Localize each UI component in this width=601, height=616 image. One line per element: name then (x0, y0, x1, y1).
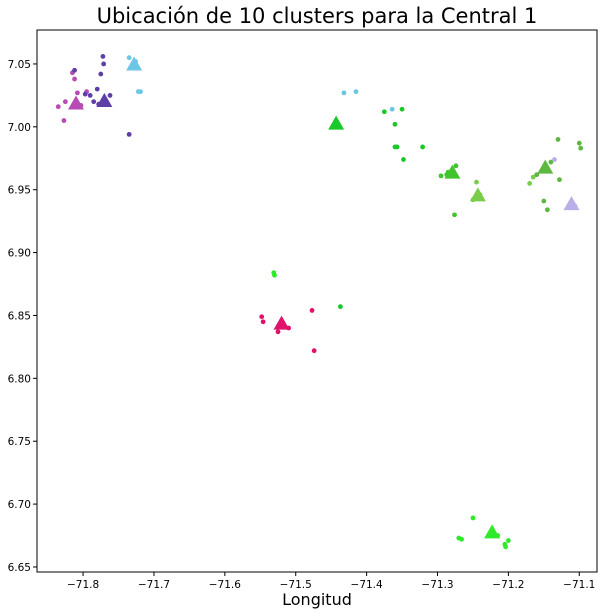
data-point (459, 536, 465, 542)
y-tick-label: 7.05 (8, 59, 31, 71)
data-point (452, 212, 457, 218)
plot-frame (36, 29, 598, 573)
cluster-centroid-marker (444, 164, 461, 179)
data-point (91, 99, 97, 105)
y-tick-label: 7.00 (8, 122, 31, 134)
data-point (100, 54, 106, 59)
cluster-centroid-marker (328, 115, 345, 130)
cluster-centroid-marker (537, 159, 554, 174)
data-point (259, 314, 265, 320)
data-point (126, 131, 132, 137)
x-tick-label: −71.5 (280, 579, 312, 591)
y-tick-label: 6.95 (8, 185, 31, 197)
y-tick-label: 6.70 (8, 499, 31, 511)
x-tick-label: −71.3 (421, 579, 453, 591)
x-axis-ticks: −71.8 −71.7 −71.6 −71.5 −71.4 −71.3 −71.2 −71.1 (67, 572, 595, 591)
data-point (548, 159, 554, 165)
data-point (260, 319, 266, 325)
data-point (555, 137, 561, 142)
data-point (98, 71, 104, 77)
data-point (72, 76, 77, 82)
data-point (420, 144, 426, 150)
data-point (527, 181, 533, 186)
x-tick-label: −71.2 (492, 579, 524, 591)
chart-title: Ubicación de 10 clusters para la Central… (96, 4, 538, 28)
cluster-centroid-marker (563, 196, 580, 211)
data-point (505, 538, 511, 543)
y-tick-label: 6.65 (8, 562, 31, 574)
data-point (353, 89, 359, 95)
data-point (61, 118, 67, 123)
data-point (337, 304, 343, 310)
data-point (544, 207, 550, 213)
data-point (138, 89, 143, 95)
y-tick-label: 6.80 (8, 373, 31, 385)
data-point (453, 163, 459, 169)
data-point (126, 55, 132, 61)
data-point (94, 86, 100, 92)
data-point (394, 144, 400, 150)
cluster-centroid-marker (484, 524, 501, 539)
y-tick-label: 6.90 (8, 248, 31, 260)
data-point (309, 308, 315, 313)
x-axis-label: Longitud (282, 590, 352, 609)
x-tick-label: −71.6 (209, 579, 241, 591)
data-point (271, 270, 277, 276)
data-point (578, 145, 584, 151)
cluster-centroid-marker (469, 187, 486, 202)
data-point (530, 174, 536, 180)
y-tick-label: 6.85 (8, 310, 31, 322)
data-point (399, 106, 405, 112)
data-point (438, 173, 444, 179)
data-point (474, 179, 479, 185)
x-tick-label: −71.4 (351, 579, 383, 591)
data-point (55, 104, 61, 110)
data-point (101, 61, 107, 67)
cluster-centroid-marker (273, 315, 290, 330)
y-tick-label: 6.75 (8, 436, 31, 448)
cluster-centroid-marker (96, 92, 113, 107)
cluster-centroid-marker (67, 95, 84, 110)
centroids-layer (67, 56, 580, 539)
data-point (401, 157, 406, 162)
data-point (107, 92, 113, 98)
data-point (470, 515, 476, 521)
data-point (541, 198, 547, 204)
data-point (552, 157, 557, 162)
data-point (389, 106, 395, 112)
x-tick-label: −71.8 (67, 579, 99, 591)
data-point (82, 91, 88, 97)
data-point (557, 177, 562, 183)
cluster-centroid-marker (126, 56, 143, 71)
data-point (75, 90, 80, 96)
x-tick-label: −71.1 (563, 579, 595, 591)
data-point (341, 90, 347, 96)
data-point (381, 109, 387, 115)
data-point (503, 544, 508, 550)
data-point (87, 92, 93, 98)
data-point (62, 99, 68, 105)
data-point (311, 348, 317, 354)
y-axis-ticks: 6.65 6.70 6.75 6.80 6.85 6.90 6.95 7.00 7.05 (8, 59, 37, 574)
data-point (392, 121, 398, 127)
x-tick-label: −71.7 (138, 579, 170, 591)
points-layer (55, 54, 584, 550)
data-point (72, 67, 77, 73)
data-point (576, 140, 582, 146)
data-point (275, 329, 281, 335)
